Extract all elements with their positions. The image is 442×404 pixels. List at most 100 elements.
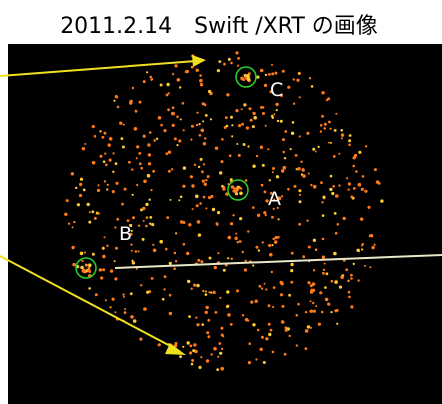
photon <box>100 276 103 279</box>
photon <box>281 169 285 173</box>
photon <box>238 124 241 127</box>
photon <box>336 323 338 325</box>
photon <box>252 264 254 266</box>
photon <box>170 199 172 201</box>
photon <box>310 184 312 186</box>
photon <box>348 139 351 142</box>
photon <box>277 120 279 122</box>
photon <box>221 348 223 350</box>
photon <box>262 164 265 167</box>
photon <box>335 113 337 115</box>
photon <box>341 133 344 136</box>
photon <box>91 210 94 213</box>
photon <box>340 276 344 280</box>
photon <box>231 135 233 137</box>
photon <box>299 200 302 203</box>
photon <box>241 123 244 126</box>
title: 2011.2.14 Swift /XRT の画像 <box>60 14 378 39</box>
photon <box>315 151 317 153</box>
photon <box>148 162 151 165</box>
photon <box>313 269 315 271</box>
photon <box>205 293 208 296</box>
photon <box>307 325 310 328</box>
photon <box>206 359 209 362</box>
photon <box>121 137 124 140</box>
photon <box>360 217 363 220</box>
photon <box>68 223 70 225</box>
photon <box>88 221 91 224</box>
photon <box>305 347 308 350</box>
photon <box>330 311 332 313</box>
photon <box>285 329 288 332</box>
photon <box>272 351 275 354</box>
photon <box>205 291 207 293</box>
photon <box>174 137 177 140</box>
photon <box>179 86 181 88</box>
photon <box>208 335 211 338</box>
photon <box>109 137 113 141</box>
photon <box>112 171 114 173</box>
photon <box>182 185 185 188</box>
photon <box>227 257 229 259</box>
photon <box>256 155 258 157</box>
photon <box>147 174 151 178</box>
photon <box>106 188 108 190</box>
photon <box>146 216 149 219</box>
photon <box>353 187 356 190</box>
photon <box>343 217 346 220</box>
photon <box>216 224 218 226</box>
photon <box>82 269 85 272</box>
photon <box>321 91 324 94</box>
photon <box>261 184 264 187</box>
photon <box>221 185 224 188</box>
photon <box>341 129 344 132</box>
photon <box>326 272 329 275</box>
photon <box>204 183 207 186</box>
photon <box>228 236 232 240</box>
photon <box>207 319 210 322</box>
photon <box>209 257 212 260</box>
photon <box>262 106 265 109</box>
photon <box>136 145 139 148</box>
photon <box>248 342 251 345</box>
photon <box>348 291 351 294</box>
photon <box>139 338 142 341</box>
photon <box>230 62 233 65</box>
photon <box>79 194 82 197</box>
photon <box>364 190 367 193</box>
photon <box>264 191 267 194</box>
photon <box>226 125 229 128</box>
photon <box>268 244 271 247</box>
photon <box>306 132 309 135</box>
photon <box>150 189 152 191</box>
photon <box>262 241 264 243</box>
photon <box>238 154 241 157</box>
photon <box>271 271 273 273</box>
photon <box>168 151 171 154</box>
photon <box>321 311 324 314</box>
photon <box>334 280 338 284</box>
photon <box>146 291 149 294</box>
photon <box>324 263 326 265</box>
photon <box>100 155 103 158</box>
photon <box>103 160 106 163</box>
photon <box>196 124 198 126</box>
photon <box>81 260 83 262</box>
photon <box>167 108 170 111</box>
photon <box>202 290 204 292</box>
photon <box>237 57 240 60</box>
photon <box>130 292 133 295</box>
photon <box>333 155 336 158</box>
photon <box>220 367 224 371</box>
photon <box>112 152 114 154</box>
photon <box>169 312 172 315</box>
photon <box>296 344 298 346</box>
photon <box>322 272 325 275</box>
photon <box>191 184 194 187</box>
photon <box>198 366 201 369</box>
photon <box>311 85 314 88</box>
photon <box>132 87 134 89</box>
photon <box>297 303 300 306</box>
photon <box>255 246 258 249</box>
photon <box>271 115 274 118</box>
